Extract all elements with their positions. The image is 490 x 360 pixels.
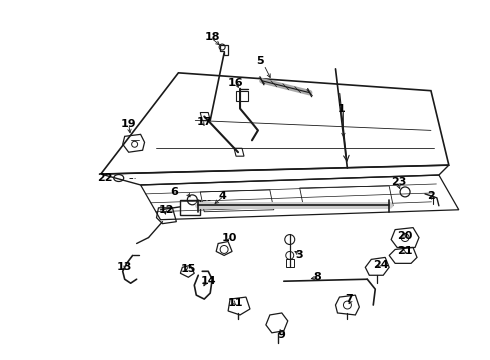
Text: 2: 2	[427, 191, 435, 201]
Text: 3: 3	[295, 251, 303, 260]
Text: 6: 6	[171, 187, 178, 197]
Text: 15: 15	[180, 264, 196, 274]
Text: 7: 7	[345, 294, 353, 304]
Text: 21: 21	[397, 247, 413, 256]
Text: 9: 9	[278, 330, 286, 340]
Text: 16: 16	[228, 78, 244, 88]
Text: 11: 11	[228, 298, 244, 308]
Text: 12: 12	[158, 205, 174, 215]
Text: 17: 17	[196, 117, 212, 127]
Text: 4: 4	[218, 191, 226, 201]
Text: 18: 18	[204, 32, 220, 42]
Text: 24: 24	[373, 260, 389, 270]
Text: 5: 5	[256, 56, 264, 66]
Text: 20: 20	[397, 230, 413, 240]
Text: 22: 22	[97, 173, 112, 183]
Text: 8: 8	[314, 272, 321, 282]
Text: 13: 13	[117, 262, 132, 272]
Text: 23: 23	[391, 177, 407, 187]
Text: 10: 10	[222, 233, 238, 243]
Text: 14: 14	[200, 276, 216, 286]
Text: 1: 1	[338, 104, 345, 113]
Text: 19: 19	[121, 120, 136, 130]
